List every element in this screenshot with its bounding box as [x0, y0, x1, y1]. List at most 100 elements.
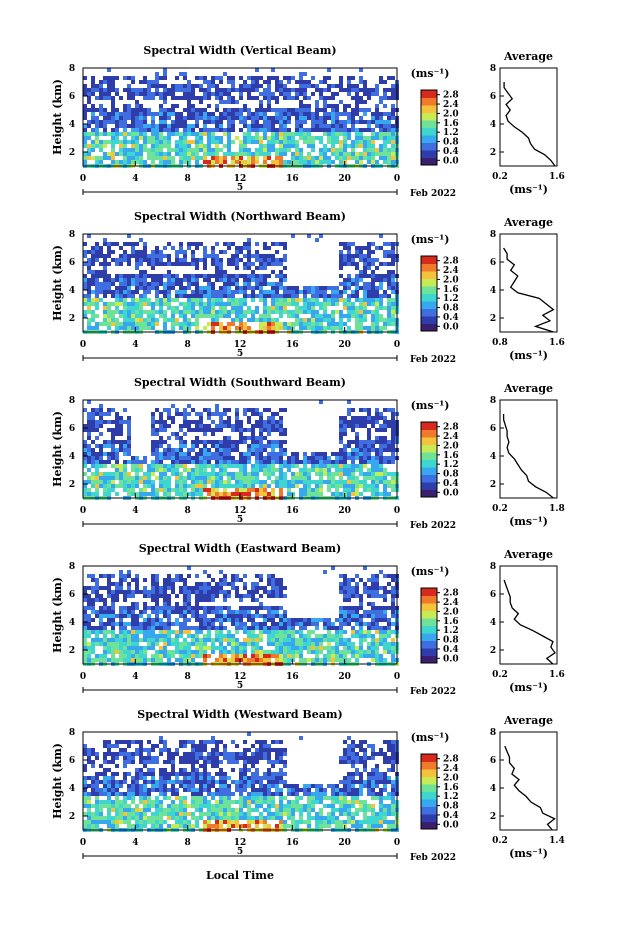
heatmap-cell	[295, 140, 299, 144]
avg-x-tick-label: 0.2	[492, 504, 508, 514]
heatmap-cell	[315, 84, 319, 88]
heatmap-cell	[391, 76, 395, 80]
heatmap-cell	[83, 282, 87, 286]
heatmap-cell	[367, 140, 371, 144]
heatmap-cell	[391, 124, 395, 128]
heatmap-cell	[391, 314, 395, 318]
heatmap-cell	[291, 618, 295, 622]
heatmap-cell	[355, 140, 359, 144]
heatmap-cell	[139, 310, 143, 314]
heatmap-cell	[163, 650, 167, 654]
heatmap-cell	[371, 326, 375, 330]
heatmap-cell	[259, 574, 263, 578]
heatmap-cell	[99, 448, 103, 452]
heatmap-cell	[87, 306, 91, 310]
heatmap-cell	[111, 144, 115, 148]
heatmap-cell	[191, 586, 195, 590]
heatmap-cell	[199, 428, 203, 432]
heatmap-cell	[235, 476, 239, 480]
heatmap-cell	[159, 436, 163, 440]
heatmap-cell	[183, 638, 187, 642]
heatmap-cell	[119, 290, 123, 294]
heatmap-cell	[359, 96, 363, 100]
heatmap-cell	[347, 476, 351, 480]
heatmap-cell	[359, 116, 363, 120]
heatmap-cell	[251, 124, 255, 128]
heatmap-cell	[115, 432, 119, 436]
heatmap-cell	[215, 484, 219, 488]
colorbar-swatch	[421, 308, 437, 317]
heatmap-cell	[131, 318, 135, 322]
heatmap-cell	[167, 302, 171, 306]
heatmap-cell	[235, 610, 239, 614]
heatmap-cell	[95, 480, 99, 484]
heatmap-cell	[315, 326, 319, 330]
heatmap-cell	[267, 606, 271, 610]
heatmap-cell	[159, 468, 163, 472]
heatmap-cell	[367, 472, 371, 476]
heatmap-cell	[287, 108, 291, 112]
heatmap-cell	[139, 638, 143, 642]
y-tick-label: 2	[69, 314, 75, 324]
heatmap-cell	[175, 484, 179, 488]
heatmap-cell	[391, 318, 395, 322]
heatmap-cell	[355, 84, 359, 88]
heatmap-cell	[87, 416, 91, 420]
heatmap-cell	[91, 574, 95, 578]
heatmap-cell	[291, 658, 295, 662]
heatmap-cell	[271, 626, 275, 630]
heatmap-cell	[311, 290, 315, 294]
heatmap-cell	[275, 286, 279, 290]
heatmap-cell	[239, 642, 243, 646]
heatmap-cell	[311, 120, 315, 124]
heatmap-cell	[159, 590, 163, 594]
heatmap-cell	[183, 658, 187, 662]
heatmap-cell	[151, 416, 155, 420]
heatmap-cell	[119, 302, 123, 306]
heatmap-cell	[207, 654, 211, 658]
heatmap-cell	[295, 618, 299, 622]
heatmap-cell	[99, 144, 103, 148]
heatmap-cell	[351, 492, 355, 496]
heatmap-cell	[343, 286, 347, 290]
heatmap-cell	[159, 306, 163, 310]
heatmap-cell	[215, 626, 219, 630]
heatmap-cell	[171, 128, 175, 132]
heatmap-cell	[171, 326, 175, 330]
heatmap-cell	[151, 310, 155, 314]
heatmap-cell	[323, 468, 327, 472]
heatmap-cell	[267, 136, 271, 140]
heatmap-cell	[331, 286, 335, 290]
heatmap-cell	[147, 136, 151, 140]
heatmap-cell	[275, 132, 279, 136]
heatmap-cell	[115, 416, 119, 420]
heatmap-cell	[315, 460, 319, 464]
heatmap-cell	[327, 468, 331, 472]
heatmap-cell	[115, 440, 119, 444]
heatmap-cell	[347, 488, 351, 492]
heatmap-cell	[123, 88, 127, 92]
heatmap-cell	[139, 270, 143, 274]
heatmap-cell	[227, 136, 231, 140]
heatmap-cell	[211, 318, 215, 322]
heatmap-cell	[375, 416, 379, 420]
heatmap-cell	[247, 108, 251, 112]
heatmap-cell	[103, 112, 107, 116]
heatmap-cell	[155, 294, 159, 298]
heatmap-cell	[327, 642, 331, 646]
heatmap-cell	[187, 610, 191, 614]
heatmap-cell	[231, 262, 235, 266]
heatmap-cell	[259, 492, 263, 496]
heatmap-cell	[223, 326, 227, 330]
heatmap-cell	[371, 318, 375, 322]
heatmap-cell	[143, 274, 147, 278]
heatmap-cell	[127, 436, 131, 440]
heatmap-cell	[179, 488, 183, 492]
heatmap-cell	[107, 242, 111, 246]
heatmap-cell	[167, 448, 171, 452]
heatmap-cell	[223, 156, 227, 160]
heatmap-cell	[327, 634, 331, 638]
heatmap-cell	[119, 116, 123, 120]
heatmap-cell	[99, 246, 103, 250]
heatmap-cell	[203, 456, 207, 460]
